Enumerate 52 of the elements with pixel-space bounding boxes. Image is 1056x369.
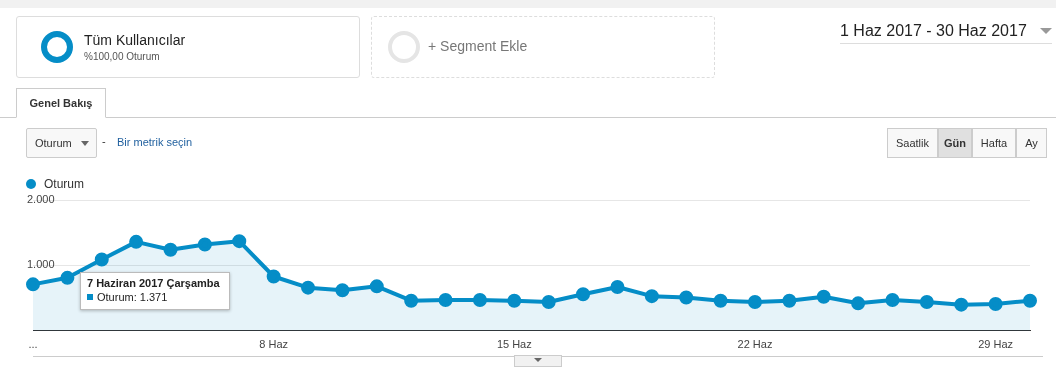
point xyxy=(197,237,212,252)
point xyxy=(610,279,625,294)
point xyxy=(26,277,40,292)
legend-label: Oturum xyxy=(43,177,85,191)
point xyxy=(438,293,453,308)
text: Saatlik xyxy=(887,128,938,158)
point xyxy=(954,297,969,312)
y-tick-label: 2.000 xyxy=(27,193,55,206)
point xyxy=(60,270,75,285)
point xyxy=(163,242,178,257)
point xyxy=(129,234,144,249)
point xyxy=(404,293,419,308)
annotation: Oturum: 1.371 xyxy=(97,291,168,303)
point xyxy=(988,296,1003,311)
point xyxy=(576,287,591,302)
point xyxy=(679,290,694,305)
point xyxy=(232,234,247,249)
point xyxy=(816,289,831,304)
text: Tüm Kullanıcılar xyxy=(84,32,186,48)
point xyxy=(747,295,762,310)
point xyxy=(713,293,728,308)
point xyxy=(301,280,316,295)
point xyxy=(1023,293,1037,308)
point xyxy=(335,283,350,298)
x-tick-label: ... xyxy=(28,338,38,351)
text: 1 Haz 2017 - 30 Haz 2017 xyxy=(840,22,1052,44)
point xyxy=(507,293,522,308)
annotation: 7 Haziran 2017 Çarşamba xyxy=(87,277,221,289)
point xyxy=(782,293,797,308)
text: + Segment Ekle xyxy=(428,38,528,54)
text: - xyxy=(102,135,106,147)
x-tick-label: 22 Haz xyxy=(737,338,773,351)
point xyxy=(919,295,934,310)
point xyxy=(644,289,659,304)
text: Gün xyxy=(938,128,972,158)
text: Genel Bakış xyxy=(16,88,106,118)
point xyxy=(541,295,556,310)
point xyxy=(94,252,109,267)
point xyxy=(851,296,866,311)
point xyxy=(266,269,281,284)
point xyxy=(369,279,384,294)
y-tick-label: 1.000 xyxy=(27,258,55,271)
text: Oturum xyxy=(26,128,97,158)
x-tick-label: 29 Haz xyxy=(978,338,1014,351)
point xyxy=(472,293,487,308)
text: Ay xyxy=(1016,128,1047,158)
x-tick-label: 15 Haz xyxy=(496,338,532,351)
x-tick-label: 8 Haz xyxy=(259,338,289,351)
text: %100,00 Oturum xyxy=(84,51,160,62)
point xyxy=(885,293,900,308)
text: Bir metrik seçin xyxy=(117,136,193,148)
text: Hafta xyxy=(972,128,1016,158)
